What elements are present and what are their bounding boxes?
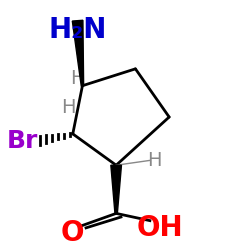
Text: H₂N: H₂N [48, 16, 107, 44]
Text: OH: OH [136, 214, 183, 242]
Text: Br: Br [6, 129, 38, 153]
Text: O: O [61, 219, 84, 247]
Polygon shape [72, 20, 84, 86]
Text: H: H [148, 151, 162, 170]
Text: H: H [61, 98, 75, 117]
Text: H: H [70, 69, 85, 88]
Polygon shape [111, 165, 122, 214]
